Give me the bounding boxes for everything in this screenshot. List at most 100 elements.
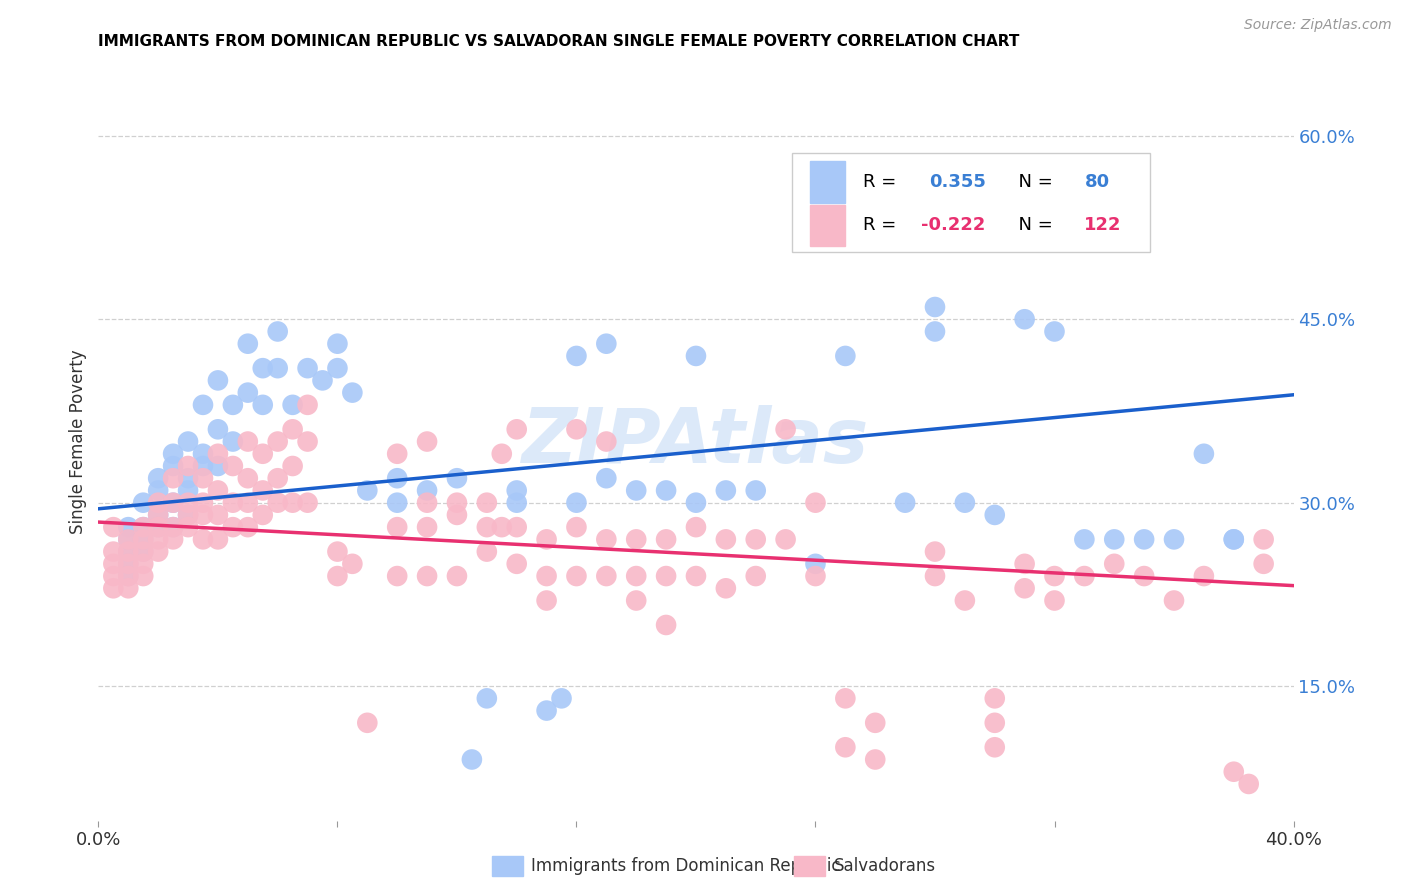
Point: [536, 593, 558, 607]
Point: [207, 422, 229, 436]
Point: [775, 533, 797, 547]
Point: [506, 520, 529, 534]
Point: [685, 520, 707, 534]
Point: [132, 533, 155, 547]
Point: [595, 434, 617, 449]
Point: [491, 447, 513, 461]
Point: [804, 569, 827, 583]
Point: [297, 496, 319, 510]
Point: [177, 508, 200, 522]
Point: [177, 496, 200, 510]
Point: [446, 569, 468, 583]
Point: [103, 582, 125, 596]
Point: [117, 533, 139, 547]
Point: [267, 361, 290, 376]
Text: IMMIGRANTS FROM DOMINICAN REPUBLIC VS SALVADORAN SINGLE FEMALE POVERTY CORRELATI: IMMIGRANTS FROM DOMINICAN REPUBLIC VS SA…: [98, 34, 1019, 49]
Point: [745, 569, 768, 583]
Point: [191, 508, 214, 522]
Point: [177, 508, 200, 522]
Point: [148, 520, 170, 534]
Point: [834, 349, 856, 363]
Point: [148, 508, 170, 522]
Point: [132, 557, 155, 571]
Text: ZIPAtlas: ZIPAtlas: [522, 405, 870, 478]
Point: [148, 544, 170, 558]
Point: [1104, 557, 1126, 571]
Point: [281, 398, 304, 412]
Point: [1192, 569, 1215, 583]
Point: [132, 544, 155, 558]
Point: [461, 752, 484, 766]
Point: [385, 496, 409, 510]
Point: [132, 496, 155, 510]
Point: [714, 483, 737, 498]
Point: [1133, 569, 1156, 583]
Point: [626, 593, 648, 607]
Point: [191, 533, 214, 547]
Text: Source: ZipAtlas.com: Source: ZipAtlas.com: [1244, 18, 1392, 32]
Point: [714, 533, 737, 547]
Point: [148, 508, 170, 522]
Point: [595, 533, 617, 547]
Point: [565, 422, 588, 436]
Point: [595, 336, 617, 351]
Point: [834, 691, 856, 706]
Point: [595, 471, 617, 485]
Point: [655, 533, 678, 547]
Point: [267, 496, 290, 510]
Point: [1163, 593, 1185, 607]
Point: [536, 533, 558, 547]
Point: [685, 569, 707, 583]
Point: [132, 569, 155, 583]
Point: [132, 533, 155, 547]
Point: [1223, 764, 1246, 779]
Point: [117, 557, 139, 571]
Point: [148, 471, 170, 485]
Point: [162, 520, 184, 534]
Point: [385, 447, 409, 461]
Point: [148, 520, 170, 534]
Point: [536, 704, 558, 718]
Point: [267, 325, 290, 339]
Point: [1237, 777, 1260, 791]
Point: [326, 361, 349, 376]
Point: [222, 496, 245, 510]
FancyBboxPatch shape: [810, 204, 845, 246]
Point: [252, 398, 274, 412]
Point: [1163, 533, 1185, 547]
Point: [475, 520, 498, 534]
Point: [1043, 569, 1066, 583]
Point: [117, 520, 139, 534]
Point: [191, 471, 214, 485]
Point: [865, 752, 887, 766]
Point: [162, 471, 184, 485]
Point: [252, 447, 274, 461]
Point: [446, 508, 468, 522]
Point: [162, 533, 184, 547]
Point: [326, 544, 349, 558]
Point: [267, 434, 290, 449]
Point: [626, 533, 648, 547]
Text: 122: 122: [1084, 217, 1122, 235]
Point: [162, 496, 184, 510]
Point: [446, 496, 468, 510]
Point: [162, 458, 184, 473]
Point: [103, 544, 125, 558]
Point: [356, 715, 378, 730]
Point: [236, 471, 259, 485]
Point: [236, 336, 259, 351]
Point: [565, 349, 588, 363]
Point: [222, 458, 245, 473]
Text: -0.222: -0.222: [921, 217, 986, 235]
Point: [1253, 557, 1275, 571]
Text: 80: 80: [1084, 173, 1109, 191]
Point: [326, 336, 349, 351]
FancyBboxPatch shape: [792, 153, 1150, 252]
Point: [236, 434, 259, 449]
Point: [117, 569, 139, 583]
Point: [207, 458, 229, 473]
Point: [865, 715, 887, 730]
Point: [984, 691, 1007, 706]
Point: [924, 300, 946, 314]
Point: [1192, 447, 1215, 461]
